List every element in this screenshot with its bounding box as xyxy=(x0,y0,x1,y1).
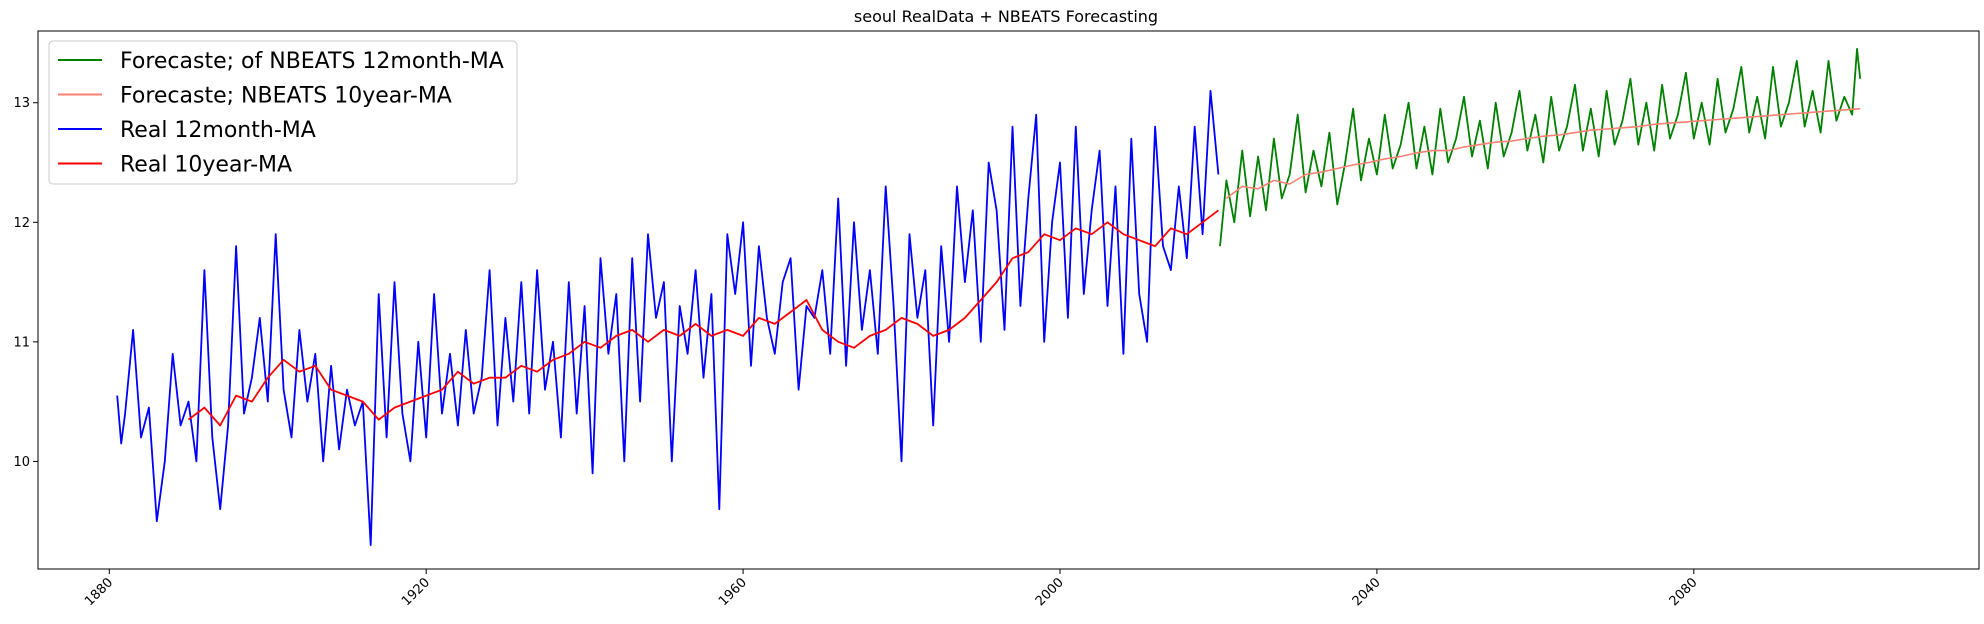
x-tick-label: 1920 xyxy=(399,575,433,609)
x-axis: 1880 1920 1960 2000 2040 2080 xyxy=(82,569,1701,609)
legend: Forecaste; of NBEATS 12month-MA Forecaste… xyxy=(48,40,518,185)
x-tick-label: 1960 xyxy=(716,575,750,609)
legend-label: Forecaste; of NBEATS 12month-MA xyxy=(120,49,504,74)
x-tick-label: 2000 xyxy=(1033,575,1067,609)
y-tick-label: 12 xyxy=(13,216,30,231)
legend-label: Real 12month-MA xyxy=(120,118,316,143)
y-tick-label: 13 xyxy=(13,96,30,111)
y-tick-label: 10 xyxy=(13,455,30,470)
legend-label: Forecaste; NBEATS 10year-MA xyxy=(120,84,452,109)
plot-area-frame xyxy=(37,30,1980,570)
chart-title: seoul RealData + NBEATS Forecasting xyxy=(854,7,1158,26)
series-layer xyxy=(116,48,1862,546)
x-tick-label: 2040 xyxy=(1350,575,1384,609)
x-tick-label: 1880 xyxy=(82,575,116,609)
x-tick-label: 2080 xyxy=(1667,575,1701,609)
series-line-real-10year-ma xyxy=(187,209,1219,427)
y-tick-label: 11 xyxy=(13,335,30,350)
series-line-real-12month-ma xyxy=(116,89,1220,546)
y-axis: 10 11 12 13 xyxy=(13,96,38,470)
legend-box xyxy=(48,40,518,185)
series-line-forecaste-of-nbeats-12month-ma xyxy=(1219,48,1862,247)
legend-label: Real 10year-MA xyxy=(120,153,292,178)
series-line-forecaste-nbeats-10year-ma xyxy=(1225,107,1861,200)
